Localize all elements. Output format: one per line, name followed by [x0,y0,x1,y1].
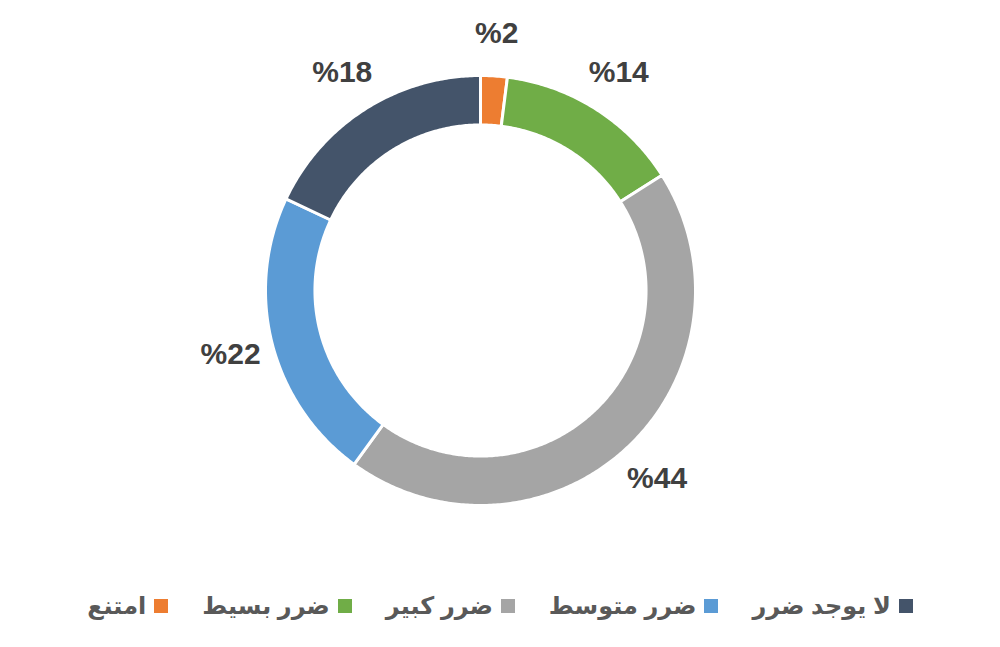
svg-text:%44: %44 [627,461,687,494]
svg-text:%22: %22 [201,337,261,370]
html-text:لا يوجد ضرر: لا يوجد ضرر [752,592,891,619]
svg-text:%14: %14 [589,55,649,88]
html-text:ضرر متوسط: ضرر متوسط [548,592,697,619]
html-text:ضرر بسيط: ضرر بسيط [202,592,330,619]
html-text:امتنع: امتنع [87,592,147,619]
svg-text:%2: %2 [475,16,518,49]
svg-text:%18: %18 [312,55,372,88]
html-text:ضرر كبير: ضرر كبير [385,592,493,619]
